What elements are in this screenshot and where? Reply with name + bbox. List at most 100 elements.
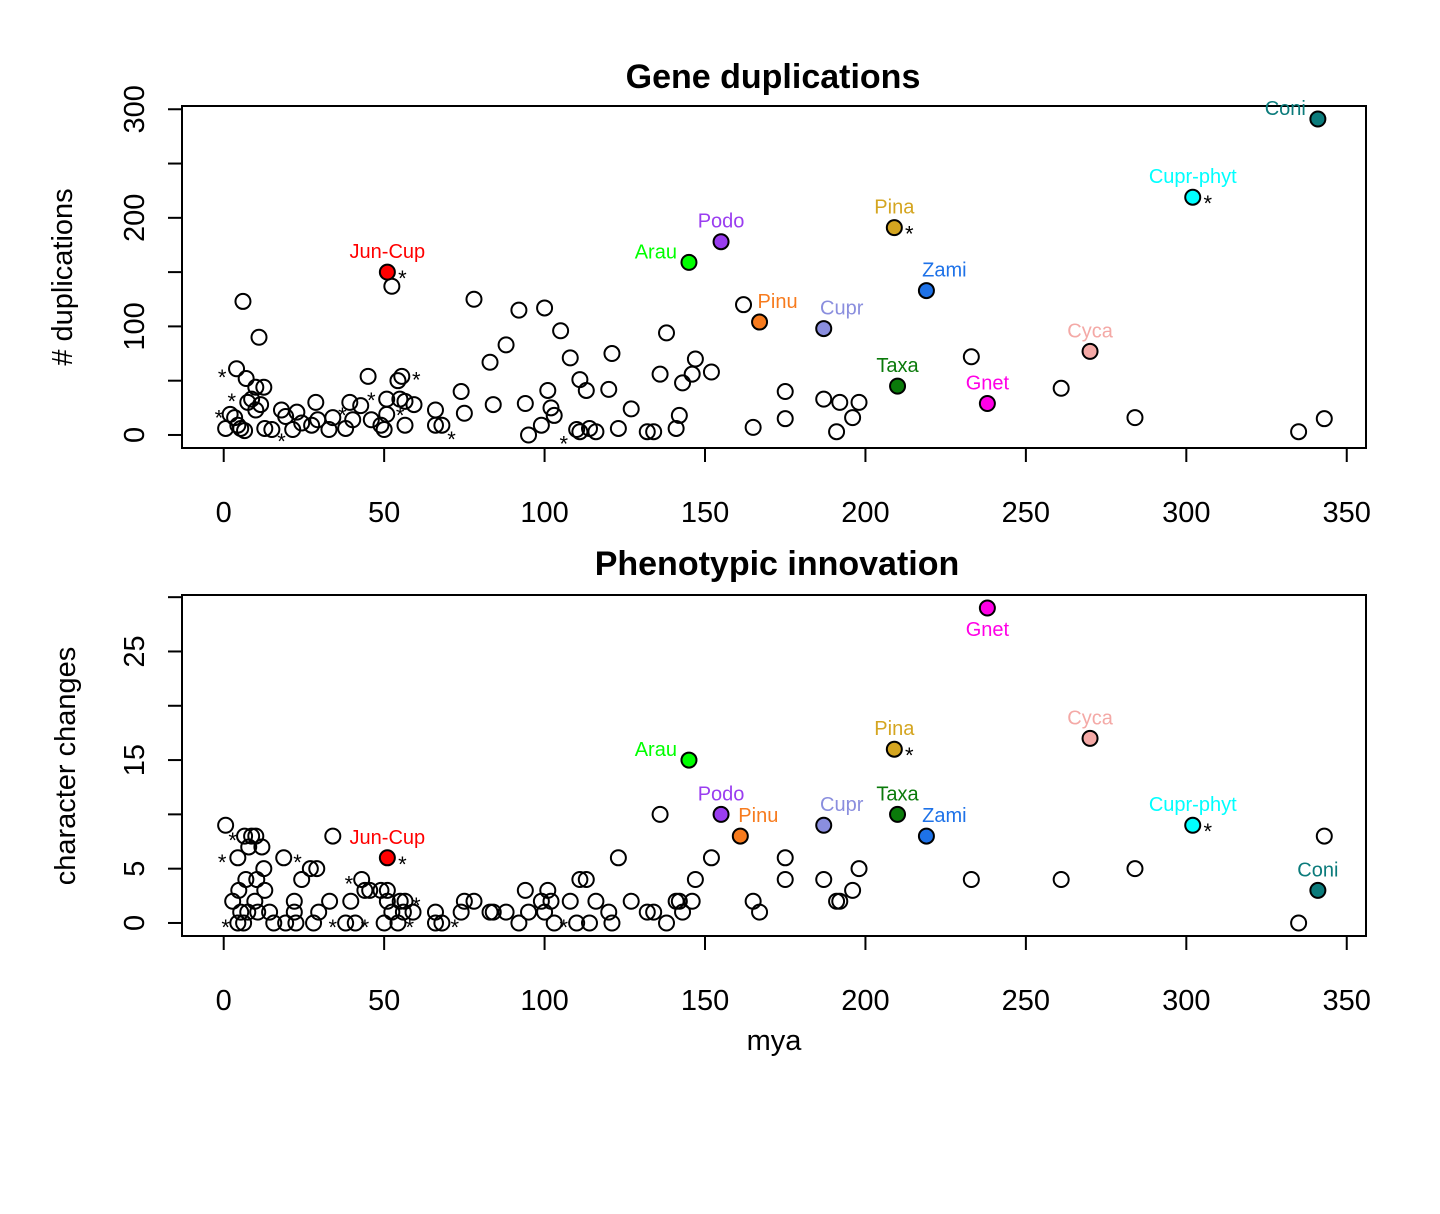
data-point bbox=[263, 421, 281, 439]
x-tick-label: 300 bbox=[1162, 985, 1210, 1017]
labeled-point bbox=[885, 219, 903, 237]
data-point bbox=[404, 903, 422, 921]
plot-frame bbox=[181, 105, 1367, 449]
data-point bbox=[275, 849, 293, 867]
star-marker: * bbox=[398, 852, 407, 877]
x-tick-label: 150 bbox=[681, 497, 729, 529]
x-tick-label: 150 bbox=[681, 985, 729, 1017]
data-point bbox=[426, 416, 444, 434]
data-point bbox=[751, 903, 769, 921]
data-point bbox=[396, 892, 414, 910]
y-tick-label: 300 bbox=[119, 85, 151, 133]
data-point bbox=[587, 892, 605, 910]
data-point bbox=[229, 914, 247, 932]
data-point bbox=[341, 393, 359, 411]
data-point bbox=[378, 881, 396, 899]
data-point bbox=[603, 914, 621, 932]
data-point bbox=[542, 399, 560, 417]
y-tick-label: 5 bbox=[119, 861, 151, 877]
x-tick-label: 250 bbox=[1002, 985, 1050, 1017]
data-point bbox=[686, 871, 704, 889]
star-marker: * bbox=[1203, 191, 1212, 216]
data-point bbox=[239, 903, 257, 921]
data-point bbox=[844, 409, 862, 427]
data-point bbox=[776, 871, 794, 889]
data-point bbox=[455, 404, 473, 422]
labeled-point bbox=[978, 394, 996, 412]
data-point bbox=[252, 396, 270, 414]
data-point bbox=[261, 903, 279, 921]
data-point bbox=[735, 296, 753, 314]
star-marker: * bbox=[1203, 819, 1212, 844]
data-point bbox=[815, 871, 833, 889]
data-point bbox=[1290, 914, 1308, 932]
point-label: Cyca bbox=[1067, 707, 1113, 729]
point-label: Pina bbox=[874, 718, 915, 740]
data-point bbox=[217, 816, 235, 834]
data-point bbox=[609, 419, 627, 437]
data-point bbox=[776, 849, 794, 867]
point-label: Podo bbox=[698, 211, 745, 233]
data-point bbox=[683, 365, 701, 383]
panel-gene-duplications: Gene duplications # duplications 0 50 100 1… bbox=[47, 58, 1371, 529]
data-point bbox=[342, 892, 360, 910]
point-label: Zami bbox=[922, 805, 966, 827]
data-point bbox=[600, 903, 618, 921]
data-point bbox=[536, 299, 554, 317]
x-tick-label: 200 bbox=[841, 985, 889, 1017]
labeled-point bbox=[712, 233, 730, 251]
data-point bbox=[359, 367, 377, 385]
labeled-point bbox=[889, 377, 907, 395]
point-label: Cupr-phyt bbox=[1149, 794, 1237, 816]
point-label: Cupr bbox=[820, 298, 864, 320]
data-point bbox=[303, 416, 321, 434]
labeled-point bbox=[1184, 188, 1202, 206]
labeled-point bbox=[680, 751, 698, 769]
star-marker: * bbox=[412, 893, 421, 918]
data-point bbox=[389, 372, 407, 390]
x-tick-label: 0 bbox=[216, 985, 232, 1017]
data-point bbox=[744, 892, 762, 910]
star-marker: * bbox=[398, 266, 407, 291]
data-point bbox=[539, 381, 557, 399]
point-label: Pina bbox=[874, 197, 915, 219]
data-point bbox=[246, 892, 264, 910]
labeled-point bbox=[889, 805, 907, 823]
star-marker: * bbox=[412, 367, 421, 392]
data-point bbox=[405, 396, 423, 414]
data-point bbox=[520, 903, 538, 921]
labeled-point bbox=[378, 263, 396, 281]
data-point bbox=[510, 301, 528, 319]
labeled-point bbox=[815, 320, 833, 338]
data-point bbox=[288, 403, 306, 421]
data-point bbox=[344, 411, 362, 429]
data-point bbox=[571, 871, 589, 889]
star-marker: * bbox=[338, 403, 347, 428]
chart-title: Phenotypic innovation bbox=[595, 545, 960, 583]
data-point bbox=[670, 892, 688, 910]
data-point bbox=[308, 860, 326, 878]
star-marker: * bbox=[228, 828, 237, 853]
star-marker: * bbox=[560, 431, 569, 456]
data-point bbox=[361, 881, 379, 899]
data-point bbox=[658, 324, 676, 342]
point-label: Taxa bbox=[876, 355, 919, 377]
data-point bbox=[235, 914, 253, 932]
labeled-point bbox=[378, 849, 396, 867]
labeled-point bbox=[978, 599, 996, 617]
data-point bbox=[237, 370, 255, 388]
data-point bbox=[815, 390, 833, 408]
chart-title: Gene duplications bbox=[626, 58, 921, 96]
y-tick-label: 15 bbox=[119, 744, 151, 776]
data-point bbox=[391, 892, 409, 910]
data-point bbox=[1126, 409, 1144, 427]
y-tick-label: 0 bbox=[119, 915, 151, 931]
data-point bbox=[396, 392, 414, 410]
x-tick-label: 50 bbox=[368, 497, 400, 529]
labeled-point bbox=[712, 805, 730, 823]
labeled-point bbox=[815, 816, 833, 834]
data-point bbox=[1315, 827, 1333, 845]
data-point bbox=[622, 400, 640, 418]
data-point bbox=[683, 892, 701, 910]
